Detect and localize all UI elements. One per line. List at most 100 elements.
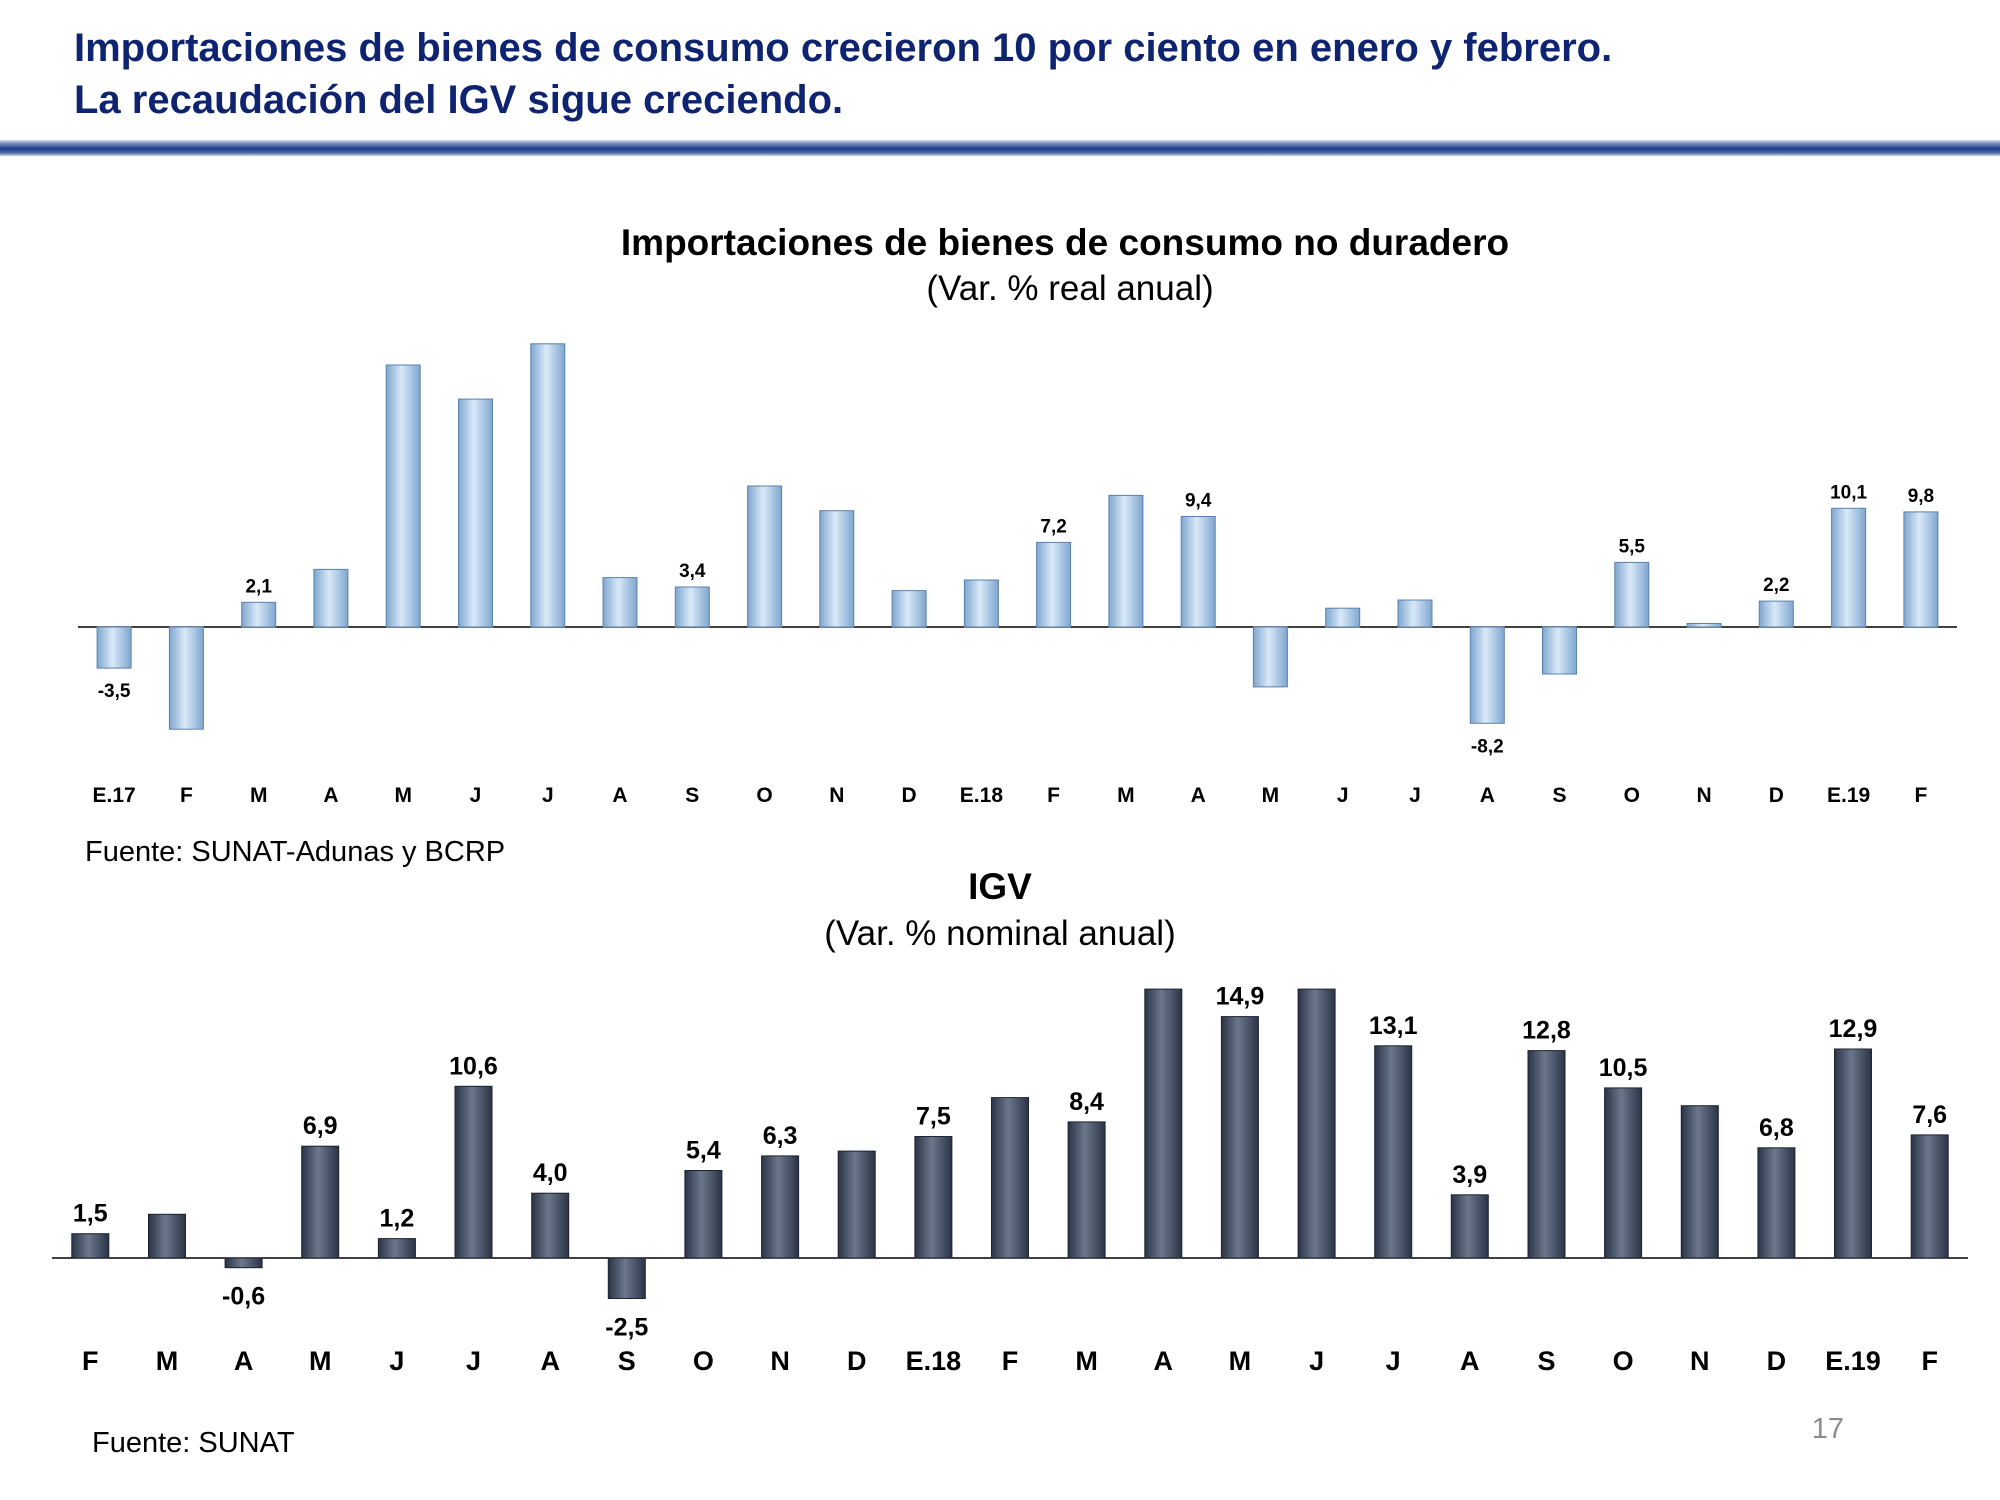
imports-category-label: J <box>1409 784 1421 807</box>
igv-category-label: M <box>1229 1346 1252 1376</box>
imports-data-label: 2,2 <box>1763 575 1789 596</box>
imports-bar <box>313 568 349 628</box>
imports-bar <box>1180 516 1216 628</box>
igv-chart: IGV (Var. % nominal anual) 1,5 F M -0,6 A 6,9… <box>52 866 1968 1376</box>
imports-bar <box>1397 599 1433 628</box>
igv-bar <box>224 1257 263 1269</box>
imports-bar <box>458 398 493 628</box>
igv-category-label: O <box>693 1346 714 1376</box>
imports-bar <box>1108 494 1144 628</box>
imports-category-label: A <box>612 784 627 807</box>
igv-chart-subtitle: (Var. % nominal anual) <box>824 914 1175 953</box>
igv-data-label: 3,9 <box>1452 1161 1487 1189</box>
imports-bar <box>1252 626 1288 688</box>
imports-category-label: O <box>756 784 772 807</box>
imports-data-label: 9,4 <box>1185 491 1212 512</box>
imports-category-label: A <box>323 784 338 807</box>
imports-category-label: F <box>1914 784 1927 807</box>
igv-data-label: 7,6 <box>1912 1101 1947 1129</box>
igv-bar <box>1757 1147 1796 1259</box>
igv-chart-source: Fuente: SUNAT <box>92 1427 295 1459</box>
igv-bar <box>607 1257 646 1299</box>
imports-bar <box>602 577 638 628</box>
imports-bar <box>819 510 855 628</box>
igv-chart-title: IGV <box>968 866 1032 907</box>
igv-bar <box>1220 1016 1259 1259</box>
igv-category-label: S <box>1537 1346 1555 1376</box>
title-divider <box>0 140 2000 156</box>
igv-category-label: F <box>1002 1346 1019 1376</box>
igv-bar <box>71 1233 110 1259</box>
igv-bar <box>1297 988 1336 1259</box>
igv-data-label: 6,8 <box>1759 1114 1794 1142</box>
imports-data-label: 10,1 <box>1830 482 1867 503</box>
igv-data-label: 6,9 <box>303 1112 338 1140</box>
slide-title-line-2: La recaudación del IGV sigue creciendo. <box>74 78 844 122</box>
igv-category-label: E.18 <box>906 1346 962 1376</box>
igv-data-label: 1,5 <box>73 1200 108 1228</box>
igv-category-label: D <box>1767 1346 1787 1376</box>
igv-bar <box>1680 1105 1719 1259</box>
imports-bar <box>891 590 927 628</box>
igv-bar <box>1144 988 1183 1259</box>
igv-category-label: F <box>82 1346 99 1376</box>
imports-chart: Importaciones de bienes de consumo no du… <box>78 222 1957 807</box>
imports-category-label: D <box>1769 784 1784 807</box>
imports-data-label: 7,2 <box>1040 516 1066 537</box>
igv-data-label: -0,6 <box>222 1283 265 1311</box>
igv-data-label: 13,1 <box>1369 1012 1418 1040</box>
imports-category-label: J <box>470 784 482 807</box>
slide-title: Importaciones de bienes de consumo creci… <box>74 22 1954 126</box>
igv-category-label: E.19 <box>1825 1346 1881 1376</box>
igv-bar <box>1527 1050 1566 1259</box>
igv-bar <box>148 1213 186 1259</box>
igv-category-label: N <box>1690 1346 1710 1376</box>
imports-category-label: M <box>1117 784 1135 807</box>
imports-bar <box>747 485 783 628</box>
igv-bar <box>837 1150 876 1259</box>
igv-bar <box>1067 1121 1106 1259</box>
imports-category-label: M <box>1262 784 1280 807</box>
igv-bar <box>1834 1048 1872 1259</box>
igv-bar <box>301 1145 340 1259</box>
imports-chart-title: Importaciones de bienes de consumo no du… <box>621 222 1509 263</box>
igv-data-label: -2,5 <box>605 1314 648 1342</box>
imports-data-label: 5,5 <box>1619 536 1646 557</box>
igv-data-label: 8,4 <box>1069 1088 1104 1116</box>
igv-bar <box>1910 1134 1949 1259</box>
imports-category-label: M <box>250 784 268 807</box>
igv-data-label: 5,4 <box>686 1137 721 1165</box>
imports-category-label: N <box>829 784 844 807</box>
igv-category-label: M <box>156 1346 179 1376</box>
page-number: 17 <box>1811 1413 1844 1445</box>
imports-category-label: D <box>902 784 917 807</box>
imports-bar <box>530 343 566 628</box>
imports-chart-source: Fuente: SUNAT-Adunas y BCRP <box>85 836 506 868</box>
imports-data-label: -8,2 <box>1471 736 1504 757</box>
imports-category-label: A <box>1480 784 1495 807</box>
imports-category-label: S <box>1552 784 1566 807</box>
igv-data-label: 10,6 <box>449 1052 498 1080</box>
igv-category-label: D <box>847 1346 867 1376</box>
imports-bar <box>963 579 999 628</box>
imports-bar <box>1686 623 1722 628</box>
imports-bar <box>1614 561 1650 628</box>
igv-data-label: 14,9 <box>1216 983 1265 1011</box>
imports-category-label: A <box>1191 784 1206 807</box>
imports-chart-subtitle: (Var. % real anual) <box>926 269 1213 308</box>
imports-category-label: E.18 <box>960 784 1004 807</box>
igv-category-label: S <box>618 1346 636 1376</box>
imports-category-label: F <box>1047 784 1060 807</box>
igv-bar <box>377 1238 416 1259</box>
igv-category-label: A <box>234 1346 254 1376</box>
igv-category-label: A <box>540 1346 560 1376</box>
igv-bar <box>991 1097 1029 1259</box>
imports-category-label: F <box>180 784 193 807</box>
imports-bar <box>241 601 277 628</box>
imports-bar <box>1036 541 1072 628</box>
igv-bar <box>454 1085 493 1259</box>
igv-data-label: 12,8 <box>1522 1017 1571 1045</box>
imports-data-label: 3,4 <box>679 561 706 582</box>
imports-bar <box>1831 507 1867 628</box>
igv-bar <box>1450 1194 1489 1259</box>
